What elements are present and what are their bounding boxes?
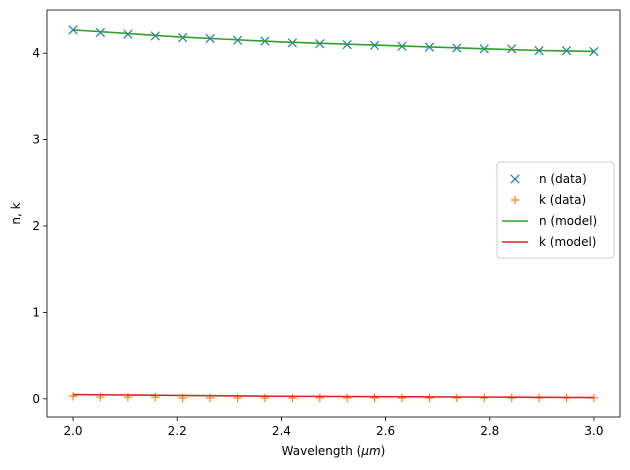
y-tick-label: 0 xyxy=(32,392,40,406)
k-data-point xyxy=(260,393,270,403)
k-data-point xyxy=(68,392,78,401)
x-axis-label-unit: μm xyxy=(360,444,380,458)
y-tick-label: 1 xyxy=(32,305,40,319)
k-data-point xyxy=(151,392,160,402)
legend-label: k (data) xyxy=(539,193,586,207)
x-tick-label: 2.0 xyxy=(63,424,82,438)
x-axis: 2.0 2.2 2.4 2.6 2.8 3.0 xyxy=(63,417,604,438)
x-tick-label: 2.4 xyxy=(272,424,291,438)
k-model-line xyxy=(73,393,594,399)
legend-item: k (model) xyxy=(502,235,597,249)
n-model-line xyxy=(72,29,594,53)
x-axis-label-text: Wavelength xyxy=(282,444,353,458)
plot-frame xyxy=(46,9,621,418)
n-data-point xyxy=(589,46,599,57)
legend-frame xyxy=(496,161,615,259)
legend-item: k (data) xyxy=(510,193,586,207)
marker-stroke xyxy=(68,25,78,35)
y-tick-label: 4 xyxy=(32,46,40,60)
legend-label: n (model) xyxy=(539,214,597,228)
k-data-point xyxy=(370,393,379,403)
k-data-point xyxy=(342,393,352,403)
x-axis-label: Wavelength (μm) xyxy=(282,444,386,458)
n-data-point xyxy=(68,25,78,35)
k-data-point xyxy=(315,393,325,403)
plot-marks xyxy=(68,25,599,403)
k-data-point xyxy=(480,393,489,403)
x-tick-label: 2.6 xyxy=(376,424,395,438)
marker-stroke xyxy=(589,46,599,57)
k-data-point xyxy=(397,393,407,403)
legend-marker xyxy=(510,195,520,205)
legend-label: n (data) xyxy=(539,172,587,186)
k-data-point xyxy=(425,393,434,403)
x-tick-label: 2.8 xyxy=(480,424,499,438)
k-data-point xyxy=(452,393,462,403)
y-tick-label: 2 xyxy=(32,219,40,233)
legend-marker xyxy=(510,174,520,184)
legend-item: n (data) xyxy=(510,172,587,186)
k-data-point xyxy=(288,393,297,403)
x-tick-label: 2.2 xyxy=(168,424,187,438)
y-axis: 0 1 2 3 4 xyxy=(32,46,47,406)
y-tick-label: 3 xyxy=(32,133,40,147)
marker-stroke xyxy=(510,174,520,184)
legend-label: k (model) xyxy=(539,235,597,249)
x-tick-label: 3.0 xyxy=(584,424,603,438)
y-axis-label: n, k xyxy=(9,202,23,224)
legend: n (data) k (data) n (model) k (model) xyxy=(496,161,615,259)
legend-item: n (model) xyxy=(502,214,597,228)
